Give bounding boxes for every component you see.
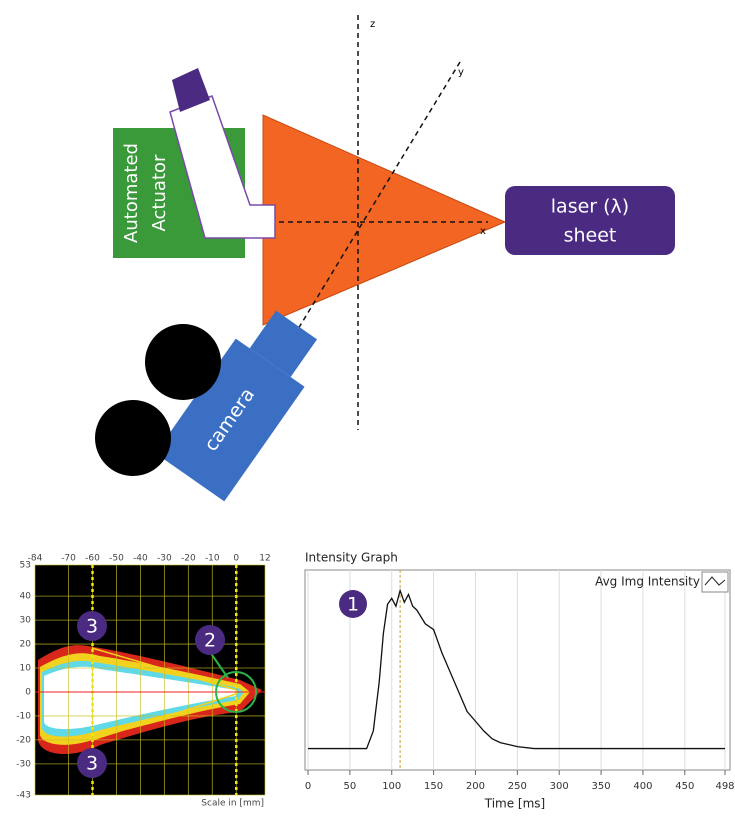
laser-label: laser (λ) bbox=[551, 196, 629, 218]
marker-label: 3 bbox=[86, 616, 98, 638]
legend-box bbox=[702, 572, 728, 592]
x-tick-label: 0 bbox=[233, 554, 239, 564]
x-tick-label: 12 bbox=[259, 554, 270, 564]
actuator-label: Automated bbox=[121, 143, 142, 243]
x-tick-label: -60 bbox=[85, 554, 100, 564]
camera-reel bbox=[145, 324, 221, 400]
camera-reel bbox=[95, 400, 171, 476]
y-tick-label: 0 bbox=[25, 687, 31, 697]
x-tick-label: 450 bbox=[675, 781, 694, 792]
y-tick-label: -20 bbox=[16, 735, 31, 745]
marker-label: 2 bbox=[204, 630, 216, 652]
actuator-label: Actuator bbox=[149, 154, 170, 231]
y-tick-label: 20 bbox=[20, 640, 32, 650]
x-tick-label: 498 bbox=[715, 781, 734, 792]
y-tick-label: 40 bbox=[20, 592, 32, 602]
scale-label: Scale in [mm] bbox=[201, 799, 264, 809]
x-tick-label: 200 bbox=[466, 781, 485, 792]
y-tick-label: -43 bbox=[16, 791, 31, 801]
x-tick-label: 250 bbox=[508, 781, 527, 792]
laser-label: sheet bbox=[564, 225, 617, 247]
x-tick-label: -50 bbox=[109, 554, 124, 564]
axis-label: x bbox=[480, 226, 486, 237]
x-tick-label: 100 bbox=[382, 781, 401, 792]
axis-label: y bbox=[458, 67, 464, 78]
x-tick-label: -10 bbox=[205, 554, 220, 564]
x-tick-label: 150 bbox=[424, 781, 443, 792]
marker-label: 3 bbox=[86, 753, 98, 775]
x-tick-label: 400 bbox=[633, 781, 652, 792]
x-tick-label: 300 bbox=[550, 781, 569, 792]
y-tick-label: -30 bbox=[16, 759, 31, 769]
graph-title: Intensity Graph bbox=[305, 551, 398, 565]
x-tick-label: -20 bbox=[181, 554, 196, 564]
figure: z y x laser (λ) sheet Automated Actuator… bbox=[0, 0, 735, 816]
x-tick-label: 0 bbox=[305, 781, 311, 792]
x-tick-label: 50 bbox=[344, 781, 357, 792]
y-tick-label: 10 bbox=[20, 664, 32, 674]
x-tick-label: -70 bbox=[61, 554, 76, 564]
annotation-label: 1 bbox=[347, 594, 359, 616]
x-tick-label: 350 bbox=[592, 781, 611, 792]
x-axis-label: Time [ms] bbox=[484, 797, 546, 811]
y-tick-label: -10 bbox=[16, 711, 31, 721]
x-tick-label: -40 bbox=[133, 554, 148, 564]
legend-label: Avg Img Intensity bbox=[595, 575, 700, 589]
axis-label: z bbox=[370, 19, 375, 30]
laser-sheet-triangle bbox=[263, 115, 505, 325]
y-tick-label: 53 bbox=[20, 561, 31, 571]
x-tick-label: -30 bbox=[157, 554, 172, 564]
y-tick-label: 30 bbox=[20, 616, 32, 626]
